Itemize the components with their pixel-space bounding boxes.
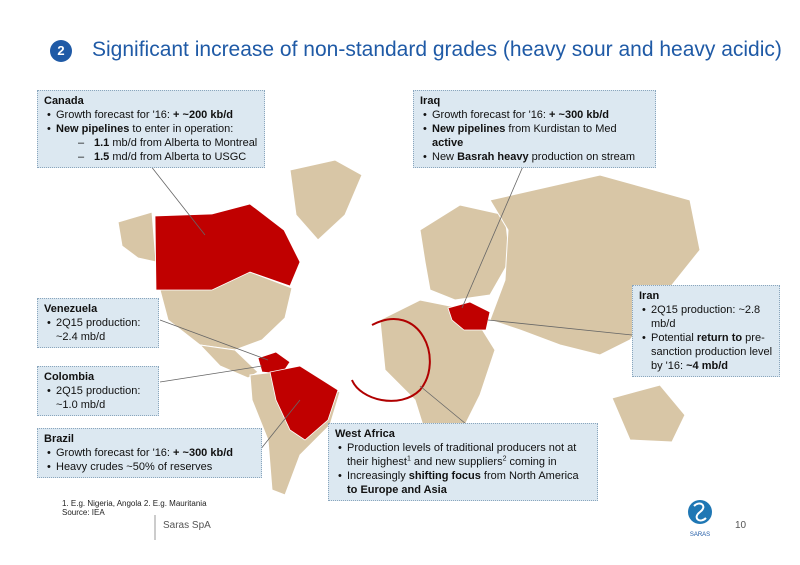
- callout-title: Iraq: [420, 95, 441, 107]
- text-run: + ~200 kb/d: [173, 109, 233, 121]
- bullet-item: Increasingly shifting focus from North A…: [335, 469, 591, 497]
- text-run: + ~300 kb/d: [549, 109, 609, 121]
- leader-line: [149, 164, 206, 236]
- callout-title: Venezuela: [44, 303, 98, 315]
- brazil-shape: [269, 365, 339, 441]
- text-run: shifting focus: [408, 470, 481, 482]
- logo-text: SARAS: [690, 532, 710, 538]
- continents: [117, 159, 701, 496]
- west-africa-arc: [351, 318, 431, 402]
- callout-box: CanadaGrowth forecast for '16: + ~200 kb…: [37, 90, 265, 168]
- text-run: md/d from Alberta to USGC: [109, 151, 247, 163]
- page-number: 10: [735, 520, 747, 531]
- text-run: mb/d from Alberta to Montreal: [109, 137, 258, 149]
- text-run: pre-sanction production level by '16:: [651, 332, 773, 372]
- section-number: 2: [50, 40, 72, 62]
- leader-line: [419, 385, 467, 425]
- iran-iraq-shape: [447, 301, 491, 331]
- callout-box: BrazilGrowth forecast for '16: + ~300 kb…: [37, 428, 262, 478]
- text-run: Increasingly: [347, 470, 409, 482]
- text-run: return to: [696, 332, 743, 344]
- leader-line: [461, 149, 531, 309]
- text-run: Potential: [651, 332, 697, 344]
- bullet-item: Growth forecast for '16: + ~300 kb/d: [44, 446, 255, 460]
- leader-line: [159, 365, 263, 383]
- text-run: Production levels of traditional produce…: [347, 442, 577, 468]
- bullet-item: New Basrah heavy production on stream: [420, 150, 649, 164]
- text-run: + ~300 kb/d: [173, 447, 233, 459]
- text-run: active: [432, 137, 464, 149]
- mexico: [198, 344, 259, 379]
- footnote: 1. E.g. Nigeria, Angola 2. E.g. Mauritan…: [62, 499, 207, 508]
- highlighted-countries: [154, 203, 491, 441]
- greenland: [289, 159, 363, 241]
- callout-title: Canada: [44, 95, 84, 107]
- callout-box: Iran 2Q15 production: ~2.8 mb/dPotential …: [632, 285, 780, 377]
- text-run: production on stream: [528, 151, 635, 163]
- callout-title: Iran: [639, 290, 660, 302]
- company: Saras SpA: [163, 520, 211, 531]
- bullet-item: Growth forecast for '16: + ~300 kb/d: [420, 108, 649, 122]
- bullet-item: Potential return to pre-sanction product…: [639, 331, 773, 373]
- text-run: and new suppliers: [410, 456, 503, 468]
- text-run: to Europe and Asia: [347, 484, 447, 496]
- europe: [419, 204, 511, 301]
- text-run: New pipelines: [432, 123, 506, 135]
- leader-lines: [149, 149, 633, 456]
- africa: [379, 299, 496, 449]
- canada-shape: [154, 203, 301, 291]
- callout-box: Venezuela 2Q15 production: ~2.4 mb/d: [37, 298, 159, 348]
- callout-title: Colombia: [44, 371, 95, 383]
- callout-title: West Africa: [335, 428, 395, 440]
- text-run: 2Q15 production: ~2.4 mb/d: [56, 317, 141, 343]
- bullet-item: New pipelines from Kurdistan to Med acti…: [420, 122, 649, 150]
- slide-title: Significant increase of non-standard gra…: [92, 38, 782, 61]
- text-run: coming in: [506, 456, 557, 468]
- text-run: Growth forecast for '16:: [432, 109, 550, 121]
- australia: [611, 384, 686, 443]
- source: Source: IEA: [62, 508, 105, 517]
- callout-title: Brazil: [44, 433, 74, 445]
- text-run: Growth forecast for '16:: [56, 447, 174, 459]
- text-run: 2Q15 production: ~2.8 mb/d: [651, 304, 761, 330]
- logo-swirl: [693, 502, 707, 522]
- venezuela-colombia-shape: [257, 351, 291, 375]
- bullet-item: New pipelines to enter in operation:: [44, 122, 258, 136]
- bullet-item: Growth forecast for '16: + ~200 kb/d: [44, 108, 258, 122]
- text-run: from North America: [480, 470, 579, 482]
- text-run: Growth forecast for '16:: [56, 109, 174, 121]
- text-run: New: [432, 151, 458, 163]
- text-run: Basrah heavy: [457, 151, 529, 163]
- text-run: New pipelines: [56, 123, 130, 135]
- callout-box: West Africa Production levels of traditio…: [328, 423, 598, 501]
- bullet-item: 2Q15 production: ~2.8 mb/d: [639, 303, 773, 331]
- leader-line: [159, 319, 269, 361]
- alaska: [117, 211, 157, 263]
- text-run: to enter in operation:: [129, 123, 234, 135]
- leader-line: [255, 399, 301, 456]
- callout-box: IraqGrowth forecast for '16: + ~300 kb/d…: [413, 90, 656, 168]
- text-run: 1.5: [94, 151, 110, 163]
- bullet-item: Heavy crudes ~50% of reserves: [44, 460, 255, 474]
- text-run: 1.1: [94, 137, 110, 149]
- bullet-item: 1.5 md/d from Alberta to USGC: [44, 150, 258, 164]
- bullet-item: 1.1 mb/d from Alberta to Montreal: [44, 136, 258, 150]
- text-run: ~4 mb/d: [686, 360, 728, 372]
- usa: [159, 271, 293, 351]
- text-run: Heavy crudes ~50% of reserves: [56, 461, 213, 473]
- text-run: from Kurdistan to Med: [505, 123, 617, 135]
- leader-line: [487, 319, 633, 336]
- bullet-item: 2Q15 production: ~1.0 mb/d: [44, 384, 152, 412]
- bullet-item: 2Q15 production: ~2.4 mb/d: [44, 316, 152, 344]
- text-run: 1: [406, 455, 411, 463]
- callout-box: Colombia 2Q15 production: ~1.0 mb/d: [37, 366, 159, 416]
- bullet-item: Production levels of traditional produce…: [335, 441, 591, 469]
- text-run: 2Q15 production: ~1.0 mb/d: [56, 385, 141, 411]
- text-run: 2: [502, 455, 507, 463]
